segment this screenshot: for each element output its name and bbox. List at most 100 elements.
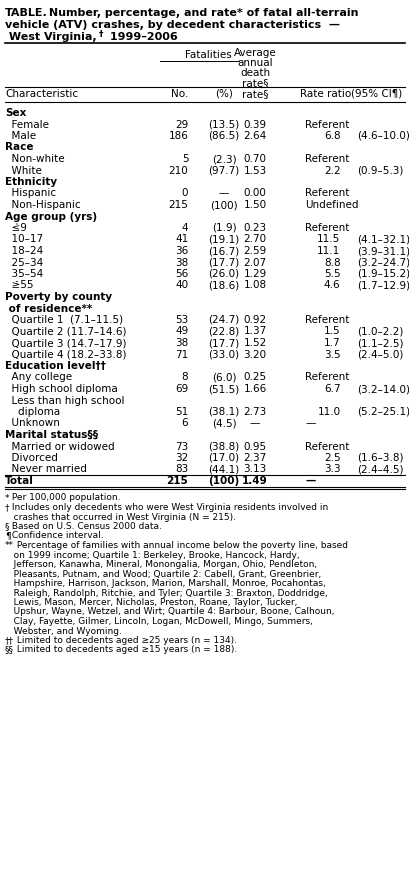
Text: 49: 49 (175, 327, 188, 337)
Text: §§: §§ (5, 646, 14, 655)
Text: ≤9: ≤9 (5, 223, 27, 233)
Text: 6: 6 (181, 418, 188, 428)
Text: 71: 71 (175, 350, 188, 359)
Text: 4: 4 (181, 223, 188, 233)
Text: Unknown: Unknown (5, 418, 60, 428)
Text: 36: 36 (175, 246, 188, 256)
Text: (19.1): (19.1) (208, 234, 239, 245)
Text: 0.25: 0.25 (243, 373, 266, 382)
Text: 5.5: 5.5 (323, 269, 339, 279)
Text: 1.29: 1.29 (243, 269, 266, 279)
Text: Limited to decedents aged ≥15 years (n = 188).: Limited to decedents aged ≥15 years (n =… (14, 646, 237, 655)
Text: Less than high school: Less than high school (5, 396, 124, 405)
Text: 1999–2006: 1999–2006 (106, 32, 178, 42)
Text: 0.95: 0.95 (243, 441, 266, 451)
Text: Referent: Referent (305, 373, 349, 382)
Text: Age group (yrs): Age group (yrs) (5, 211, 97, 221)
Text: 1.50: 1.50 (243, 200, 266, 210)
Text: 41: 41 (175, 234, 188, 245)
Text: Never married: Never married (5, 464, 87, 475)
Text: Per 100,000 population.: Per 100,000 population. (9, 493, 121, 502)
Text: Total: Total (5, 476, 34, 486)
Text: Referent: Referent (305, 154, 349, 164)
Text: 3.5: 3.5 (323, 350, 339, 359)
Text: (22.8): (22.8) (208, 327, 239, 337)
Text: Hampshire, Harrison, Jackson, Marion, Marshall, Monroe, Pocahontas,: Hampshire, Harrison, Jackson, Marion, Ma… (5, 579, 325, 588)
Text: Education level††: Education level†† (5, 361, 106, 371)
Text: (0.9–5.3): (0.9–5.3) (356, 166, 402, 175)
Text: Undefined: Undefined (305, 200, 358, 210)
Text: 38: 38 (175, 257, 188, 268)
Text: (97.7): (97.7) (208, 166, 239, 175)
Text: crashes that occurred in West Virginia (N = 215).: crashes that occurred in West Virginia (… (5, 513, 236, 522)
Text: 0.00: 0.00 (243, 189, 266, 198)
Text: (86.5): (86.5) (208, 131, 239, 141)
Text: Confidence interval.: Confidence interval. (9, 531, 104, 541)
Text: ††: †† (5, 636, 14, 645)
Text: Poverty by county: Poverty by county (5, 292, 112, 302)
Text: Ethnicity: Ethnicity (5, 177, 57, 187)
Text: (%): (%) (215, 89, 232, 99)
Text: death: death (239, 68, 270, 78)
Text: ¶: ¶ (5, 531, 11, 541)
Text: §: § (5, 522, 9, 531)
Text: Clay, Fayette, Gilmer, Lincoln, Logan, McDowell, Mingo, Summers,: Clay, Fayette, Gilmer, Lincoln, Logan, M… (5, 617, 312, 626)
Text: 215: 215 (166, 476, 188, 486)
Text: Fatalities: Fatalities (185, 50, 231, 60)
Text: ≥55: ≥55 (5, 280, 34, 291)
Text: (17.7): (17.7) (208, 257, 239, 268)
Text: (3.2–14.0): (3.2–14.0) (356, 384, 409, 394)
Text: (95% CI¶): (95% CI¶) (350, 89, 401, 99)
Text: Non-white: Non-white (5, 154, 64, 164)
Text: 2.73: 2.73 (243, 407, 266, 417)
Text: Race: Race (5, 143, 34, 152)
Text: Hispanic: Hispanic (5, 189, 56, 198)
Text: rate§: rate§ (241, 78, 268, 88)
Text: Non-Hispanic: Non-Hispanic (5, 200, 80, 210)
Text: **: ** (5, 541, 14, 550)
Text: (2.4–5.0): (2.4–5.0) (356, 350, 402, 359)
Text: (1.9–15.2): (1.9–15.2) (356, 269, 409, 279)
Text: (1.9): (1.9) (211, 223, 236, 233)
Text: Pleasants, Putnam, and Wood; Quartile 2: Cabell, Grant, Greenbrier,: Pleasants, Putnam, and Wood; Quartile 2:… (5, 569, 321, 579)
Text: Lewis, Mason, Mercer, Nicholas, Preston, Roane, Taylor, Tucker,: Lewis, Mason, Mercer, Nicholas, Preston,… (5, 598, 297, 607)
Text: (3.9–31.1): (3.9–31.1) (356, 246, 409, 256)
Text: (6.0): (6.0) (211, 373, 236, 382)
Text: 5: 5 (181, 154, 188, 164)
Text: rate§: rate§ (241, 89, 268, 99)
Text: Marital status§§: Marital status§§ (5, 430, 98, 440)
Text: 0: 0 (182, 189, 188, 198)
Text: 2.59: 2.59 (243, 246, 266, 256)
Text: (24.7): (24.7) (208, 315, 239, 325)
Text: Percentage of families with annual income below the poverty line, based: Percentage of families with annual incom… (14, 541, 347, 550)
Text: Quartile 2 (11.7–14.6): Quartile 2 (11.7–14.6) (5, 327, 126, 337)
Text: Referent: Referent (305, 223, 349, 233)
Text: (4.1–32.1): (4.1–32.1) (356, 234, 409, 245)
Text: 2.5: 2.5 (323, 453, 339, 463)
Text: 1.53: 1.53 (243, 166, 266, 175)
Text: 1.66: 1.66 (243, 384, 266, 394)
Text: 35–54: 35–54 (5, 269, 43, 279)
Text: 1.37: 1.37 (243, 327, 266, 337)
Text: Quartile 1  (7.1–11.5): Quartile 1 (7.1–11.5) (5, 315, 123, 325)
Text: (2.3): (2.3) (211, 154, 236, 164)
Text: (17.7): (17.7) (208, 338, 239, 348)
Text: 32: 32 (175, 453, 188, 463)
Text: 56: 56 (175, 269, 188, 279)
Text: 25–34: 25–34 (5, 257, 43, 268)
Text: 1.52: 1.52 (243, 338, 266, 348)
Text: Upshur, Wayne, Wetzel, and Wirt; Quartile 4: Barbour, Boone, Calhoun,: Upshur, Wayne, Wetzel, and Wirt; Quartil… (5, 608, 334, 617)
Text: Average: Average (233, 48, 276, 58)
Text: Webster, and Wyoming.: Webster, and Wyoming. (5, 626, 121, 635)
Text: (18.6): (18.6) (208, 280, 239, 291)
Text: (100): (100) (210, 200, 237, 210)
Text: 6.7: 6.7 (323, 384, 339, 394)
Text: Raleigh, Randolph, Ritchie, and Tyler; Quartile 3: Braxton, Doddridge,: Raleigh, Randolph, Ritchie, and Tyler; Q… (5, 589, 327, 597)
Text: 0.39: 0.39 (243, 120, 266, 130)
Text: 40: 40 (175, 280, 188, 291)
Text: (4.6–10.0): (4.6–10.0) (356, 131, 409, 141)
Text: TABLE.: TABLE. (5, 8, 47, 18)
Text: (1.6–3.8): (1.6–3.8) (356, 453, 402, 463)
Text: (100): (100) (208, 476, 239, 486)
Text: †: † (5, 503, 9, 512)
